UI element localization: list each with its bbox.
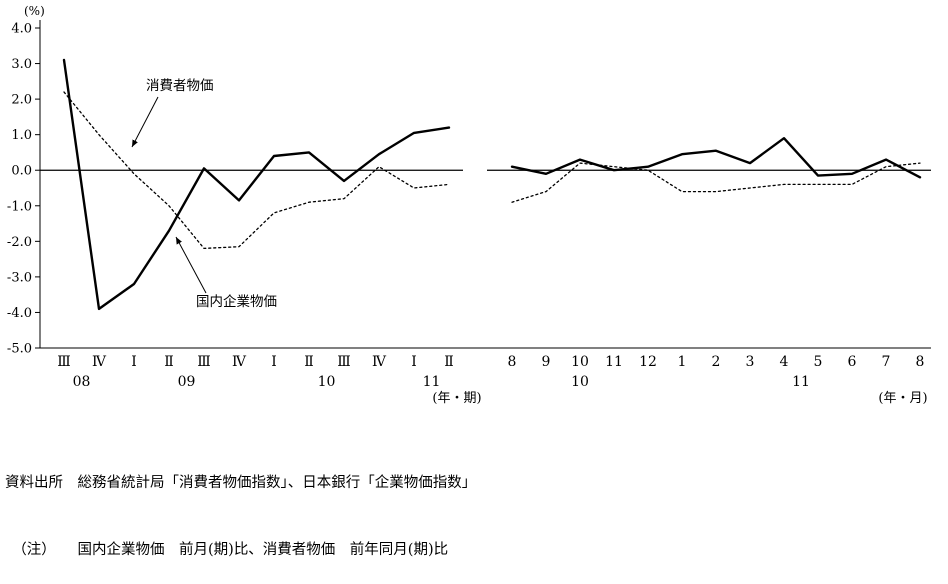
x-tick-label: Ⅲ <box>337 354 351 370</box>
price-line-chart: 4.0 3.0 2.0 1.0 0.0 -1.0 -2.0 -3.0 -4.0 -5.0 Ⅲ Ⅳ Ⅰ Ⅱ Ⅲ… <box>7 20 931 406</box>
x-tick-label: 6 <box>848 354 857 370</box>
y-tick-label: 3.0 <box>11 57 32 72</box>
year-label: 10 <box>571 374 589 390</box>
y-tick-label: 2.0 <box>11 93 32 108</box>
y-tick-label: -2.0 <box>7 235 32 250</box>
y-tick-label: 1.0 <box>11 128 32 143</box>
series-line-quarterly-solid <box>62 58 451 311</box>
x-tick-label: 1 <box>678 354 687 370</box>
chart-canvas: 4.0 3.0 2.0 1.0 0.0 -1.0 -2.0 -3.0 -4.0 -5.0 Ⅲ Ⅳ Ⅰ Ⅱ Ⅲ… <box>7 20 931 406</box>
year-label: 08 <box>73 374 91 390</box>
x-tick-label: Ⅰ <box>131 354 137 370</box>
x-tick-label: Ⅱ <box>444 354 454 370</box>
x-tick-label: 5 <box>814 354 823 370</box>
x-tick-label: 8 <box>916 354 925 370</box>
x-tick-label: Ⅳ <box>232 354 247 370</box>
chart-footer: 資料出所 総務省統計局「消費者物価指数」、日本銀行「企業物価指数」 （注） 国内… <box>5 427 476 584</box>
x-tick-label: 2 <box>712 354 721 370</box>
series-line-monthly-dashed <box>511 162 921 203</box>
y-tick-label: 0.0 <box>11 164 32 179</box>
x-tick-label: 12 <box>639 354 657 370</box>
x-tick-label: 4 <box>780 354 789 370</box>
x-tick-label: Ⅳ <box>92 354 107 370</box>
annotation-label: 国内企業物価 <box>196 293 277 310</box>
x-tick-label: 8 <box>508 354 517 370</box>
x-axis-unit-label: (年・月) <box>878 391 927 406</box>
x-tick-label: Ⅱ <box>304 354 314 370</box>
series-line-monthly-solid <box>510 136 922 179</box>
y-tick-label: 4.0 <box>11 22 32 37</box>
year-label: 11 <box>792 374 810 390</box>
year-label: 11 <box>423 374 441 390</box>
x-tick-label: 3 <box>746 354 755 370</box>
x-tick-label: 9 <box>542 354 551 370</box>
definition-note: （注） 国内企業物価 前月(期)比、消費者物価 前年同月(期)比 <box>5 542 449 559</box>
annotation-arrow <box>131 96 159 148</box>
x-tick-label: 10 <box>571 354 589 370</box>
x-tick-label: Ⅱ <box>164 354 174 370</box>
y-tick-label: -4.0 <box>7 306 32 321</box>
x-tick-label: 7 <box>882 354 891 370</box>
y-tick-label: -5.0 <box>7 342 32 357</box>
x-axis-unit-label: (年・期) <box>432 391 481 406</box>
series-line-quarterly-dashed <box>63 91 450 250</box>
x-tick-label: 11 <box>605 354 623 370</box>
annotation-arrow <box>175 236 207 294</box>
year-label: 10 <box>318 374 336 390</box>
y-axis-unit-label: (%) <box>24 4 45 18</box>
source-note: 資料出所 総務省統計局「消費者物価指数」、日本銀行「企業物価指数」 <box>5 474 477 491</box>
y-tick-label: -1.0 <box>7 199 32 214</box>
x-tick-label: Ⅰ <box>411 354 417 370</box>
x-tick-label: Ⅲ <box>57 354 71 370</box>
year-label: 09 <box>178 374 196 390</box>
y-tick-label: -3.0 <box>7 270 32 285</box>
annotation-label: 消費者物価 <box>146 78 214 94</box>
x-tick-label: Ⅲ <box>197 354 211 370</box>
x-tick-label: Ⅰ <box>271 354 277 370</box>
x-tick-label: Ⅳ <box>372 354 387 370</box>
